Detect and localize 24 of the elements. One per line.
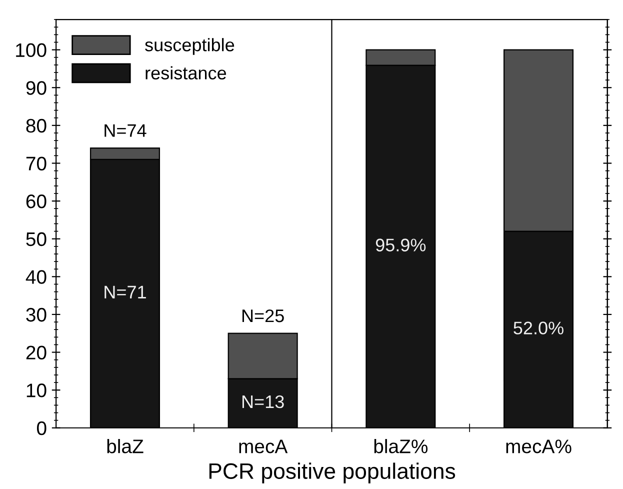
y-tick-label: 70 bbox=[26, 156, 46, 170]
y-tick-label: 30 bbox=[26, 308, 46, 322]
total-label: N=74 bbox=[104, 124, 146, 137]
x-axis-title: PCR positive populations bbox=[209, 462, 456, 484]
legend-label: resistance bbox=[146, 66, 226, 80]
y-tick-label: 0 bbox=[36, 421, 46, 436]
total-label: N=25 bbox=[242, 309, 284, 322]
y-tick-label: 90 bbox=[26, 81, 46, 95]
legend-label: susceptible bbox=[145, 38, 234, 55]
data-label: N=13 bbox=[242, 395, 284, 408]
x-tick-label: blaZ bbox=[107, 438, 144, 454]
y-tick-label: 80 bbox=[26, 118, 46, 133]
y-tick-label: 100 bbox=[16, 43, 46, 58]
x-tick-label: blaZ% bbox=[374, 438, 428, 454]
data-label: 52.0% bbox=[514, 322, 564, 334]
y-tick-label: 40 bbox=[26, 270, 46, 284]
x-tick-label: mecA% bbox=[506, 440, 572, 454]
y-tick-label: 10 bbox=[26, 384, 46, 398]
data-label: 95.9% bbox=[376, 238, 426, 252]
x-tick-label: mecA bbox=[239, 440, 288, 454]
y-tick-label: 20 bbox=[26, 346, 46, 360]
y-tick-label: 60 bbox=[26, 194, 46, 208]
data-label: N=71 bbox=[104, 286, 146, 298]
y-tick-label: 50 bbox=[26, 232, 46, 246]
